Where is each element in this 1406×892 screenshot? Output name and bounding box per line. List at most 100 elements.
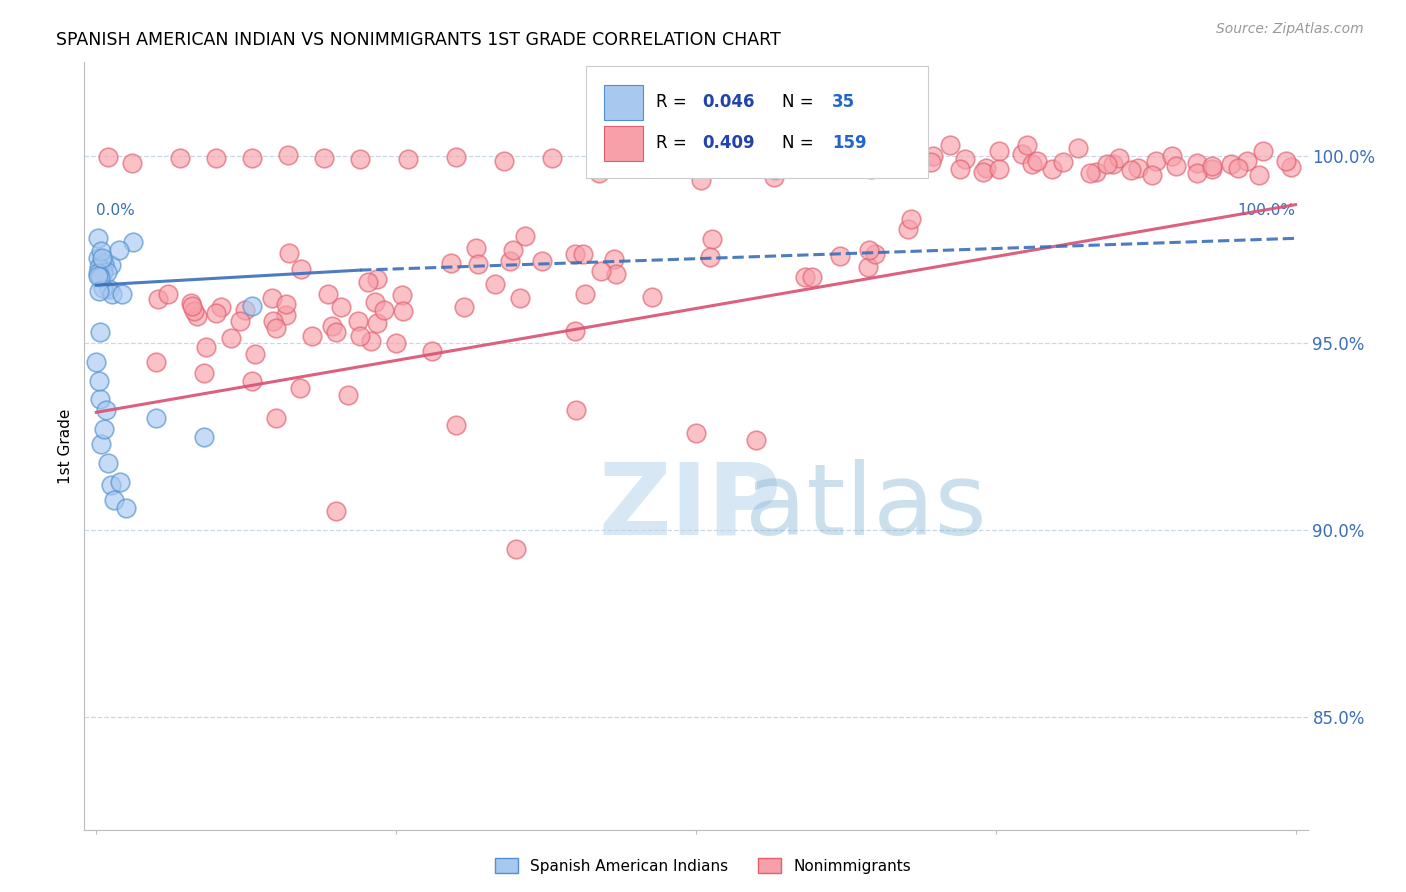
Point xyxy=(1142,169,1164,183)
Point xyxy=(859,162,882,177)
Point xyxy=(1078,165,1101,179)
Point xyxy=(1126,161,1149,175)
Point xyxy=(243,347,266,361)
Point xyxy=(690,173,713,187)
Point xyxy=(869,152,891,166)
Legend: Spanish American Indians, Nonimmigrants: Spanish American Indians, Nonimmigrants xyxy=(488,852,918,880)
Point xyxy=(856,260,879,274)
Point xyxy=(440,256,463,270)
Point xyxy=(699,250,721,264)
Point xyxy=(896,222,918,236)
Point xyxy=(907,151,929,165)
Point xyxy=(574,286,596,301)
Text: 0.0%: 0.0% xyxy=(97,202,135,218)
Point xyxy=(97,456,120,470)
Point xyxy=(233,303,256,318)
Point xyxy=(91,252,114,266)
Point xyxy=(707,145,730,160)
Point xyxy=(264,411,287,425)
Point xyxy=(572,246,595,260)
Point xyxy=(89,260,111,274)
Point xyxy=(219,331,242,345)
Text: SPANISH AMERICAN INDIAN VS NONIMMIGRANTS 1ST GRADE CORRELATION CHART: SPANISH AMERICAN INDIAN VS NONIMMIGRANTS… xyxy=(56,31,780,49)
Point xyxy=(240,299,263,313)
Text: R =: R = xyxy=(655,134,692,152)
Point xyxy=(685,425,707,440)
Point xyxy=(831,145,853,160)
Point xyxy=(314,151,336,165)
Point xyxy=(193,430,215,444)
Point xyxy=(1144,154,1167,169)
Point xyxy=(858,243,880,257)
Point xyxy=(205,151,228,165)
Point xyxy=(832,152,855,166)
Point xyxy=(900,211,922,226)
Point xyxy=(828,250,851,264)
Point xyxy=(89,270,111,285)
Point xyxy=(420,343,443,358)
Point xyxy=(1108,151,1130,165)
Point xyxy=(974,161,997,175)
Point xyxy=(366,316,388,330)
Point xyxy=(588,166,610,180)
Point xyxy=(499,253,522,268)
Point xyxy=(97,150,120,164)
Point xyxy=(605,267,627,281)
Point xyxy=(89,392,111,407)
Point xyxy=(1201,159,1223,173)
Point xyxy=(205,306,228,320)
Point xyxy=(641,290,664,304)
Point xyxy=(1021,157,1043,171)
Point xyxy=(277,148,299,162)
Point xyxy=(444,418,467,433)
Point xyxy=(262,292,284,306)
Point xyxy=(565,403,588,417)
Point xyxy=(183,303,205,318)
Point xyxy=(363,294,385,309)
Point xyxy=(94,403,117,417)
Point xyxy=(262,314,284,328)
Point xyxy=(357,275,380,289)
Point xyxy=(264,321,287,335)
FancyBboxPatch shape xyxy=(605,85,644,120)
Point xyxy=(349,328,371,343)
Text: 35: 35 xyxy=(832,93,855,111)
Point xyxy=(1274,154,1296,169)
Point xyxy=(90,255,112,269)
Point xyxy=(86,251,108,265)
Point xyxy=(509,291,531,305)
Point xyxy=(623,144,645,158)
Point xyxy=(86,266,108,280)
Text: 0.409: 0.409 xyxy=(702,134,755,152)
Point xyxy=(640,150,662,164)
Point xyxy=(373,303,395,318)
Point xyxy=(301,328,323,343)
Point xyxy=(1015,137,1038,152)
Point xyxy=(987,161,1010,176)
Point xyxy=(747,143,769,157)
Text: Source: ZipAtlas.com: Source: ZipAtlas.com xyxy=(1216,22,1364,37)
Point xyxy=(89,325,111,339)
Point xyxy=(90,244,112,258)
Point xyxy=(783,154,806,169)
Point xyxy=(607,159,630,173)
Point xyxy=(337,388,360,402)
Point xyxy=(274,308,297,322)
Point xyxy=(396,153,419,167)
Point xyxy=(97,282,120,296)
Point xyxy=(318,286,340,301)
Point xyxy=(659,137,682,152)
Point xyxy=(728,151,751,165)
Point xyxy=(360,334,382,348)
Point xyxy=(180,296,202,310)
Point xyxy=(793,145,815,159)
Point xyxy=(115,500,138,515)
Point xyxy=(290,262,312,277)
Point xyxy=(801,269,824,284)
Point xyxy=(392,304,415,318)
Y-axis label: 1st Grade: 1st Grade xyxy=(58,409,73,483)
Point xyxy=(988,144,1011,158)
Point xyxy=(86,231,108,245)
Point xyxy=(349,152,371,166)
Point xyxy=(763,169,786,184)
